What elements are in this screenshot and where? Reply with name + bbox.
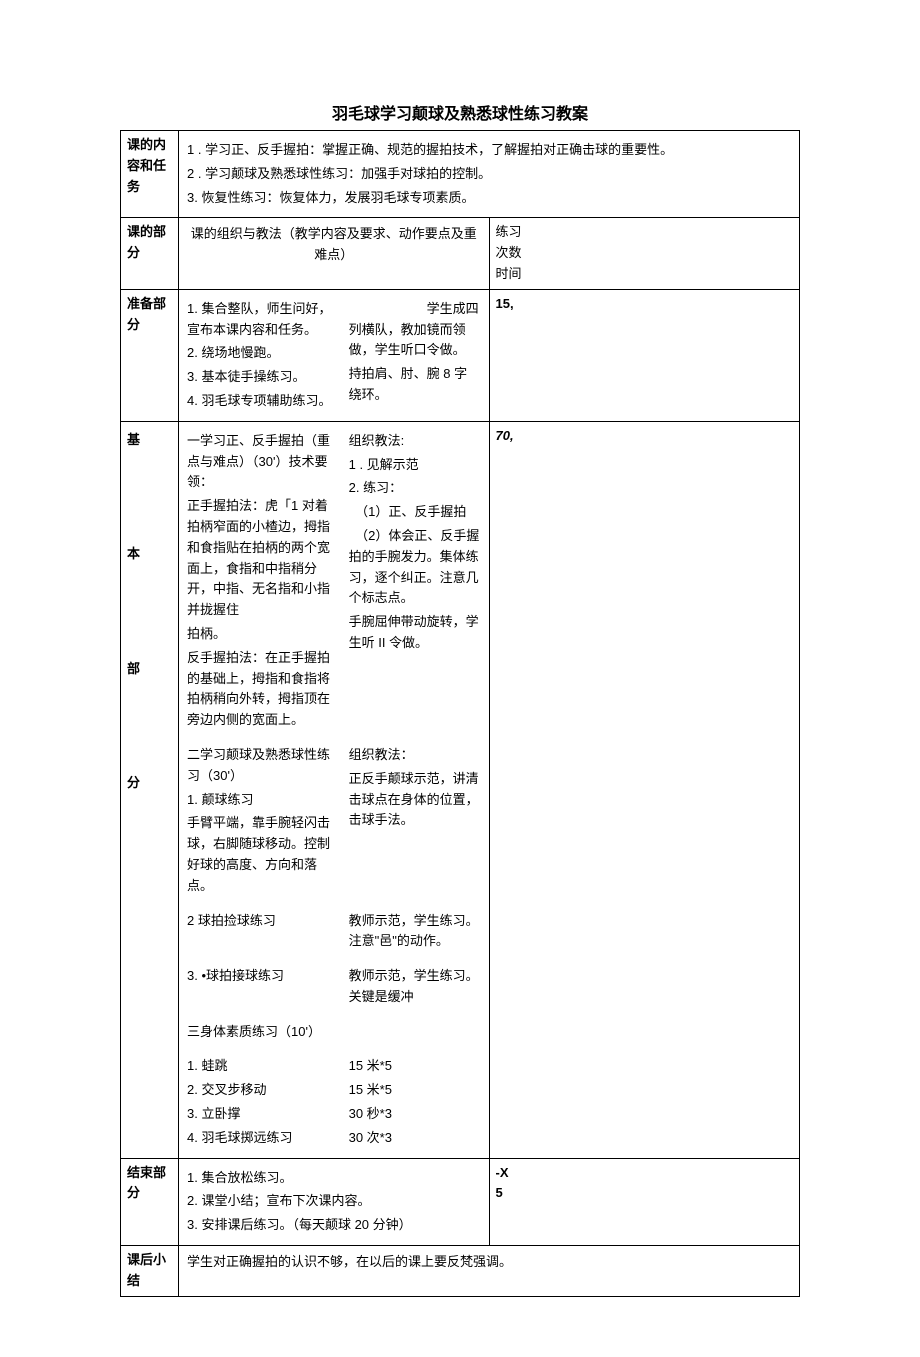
main-b0-l0: 一学习正、反手握拍（重点与难点）（30'）技术要领： [187,431,340,493]
main-b5-r2: 30 秒*3 [349,1104,480,1125]
label-main: 基 本 部 分 [121,421,179,1158]
main-b0-r1: 1 . 见解示范 [349,455,480,476]
main-b1-l0: 二学习颠球及熟悉球性练习（30'） [187,745,340,787]
main-b1-r0: 组织教法： [349,745,480,766]
main-b1-r1: 正反手颠球示范，讲清击球点在身体的位置，击球手法。 [349,769,480,831]
main-b5-r0: 15 米*5 [349,1056,480,1077]
main-b5-l2: 3. 立卧撑 [187,1104,340,1125]
prep-left-2: 2. 绕场地慢跑。 [187,343,340,364]
main-b0-r3: （1）正、反手握拍 [349,502,480,523]
prep-left-3: 3. 基本徒手操练习。 [187,367,340,388]
end-line-2: 2. 课堂小结；宣布下次课内容。 [187,1191,481,1212]
main-b0-r4: （2）体会正、反手握拍的手腕发力。集体练习，逐个纠正。注意几个标志点。 [349,526,480,609]
main-b5-r1: 15 米*5 [349,1080,480,1101]
main-b0-r5: 手腕屈伸带动旋转，学生听 II 令做。 [349,612,480,654]
lesson-table: 课的内容和任务 1 . 学习正、反手握拍：掌握正确、规范的握拍技术，了解握拍对正… [120,130,800,1297]
main-content: 一学习正、反手握拍（重点与难点）（30'）技术要领： 正手握拍法：虎「1 对着拍… [179,421,490,1158]
label-summary: 课后小结 [121,1246,179,1297]
end-time-1: -X [496,1163,794,1184]
header-center: 课的组织与教法（教学内容及要求、动作要点及重难点） [179,218,490,289]
main-b0-r2: 2. 练习： [349,478,480,499]
main-time: 70, [489,421,800,1158]
end-content: 1. 集合放松练习。 2. 课堂小结；宣布下次课内容。 3. 安排课后练习。（每… [179,1158,490,1245]
main-b1-l1: 1. 颠球练习 [187,790,340,811]
main-b3-r0: 教师示范，学生练习。关键是缓冲 [349,966,480,1008]
main-b0-l1: 正手握拍法：虎「1 对着拍柄窄面的小楂边，拇指和食指贴在拍柄的两个宽面上，食指和… [187,496,340,621]
label-part: 课的部分 [121,218,179,289]
prep-time: 15, [489,289,800,421]
task-line-2: 2 . 学习颠球及熟悉球性练习：加强手对球拍的控制。 [187,164,791,185]
task-line-3: 3. 恢复性练习：恢复体力，发展羽毛球专项素质。 [187,188,791,209]
main-b2-l0: 2 球拍捡球练习 [187,911,340,932]
end-line-3: 3. 安排课后练习。（每天颠球 20 分钟） [187,1215,481,1236]
main-b2-r0: 教师示范，学生练习。注意"邑"的动作。 [349,911,480,953]
end-time-2: 5 [496,1183,794,1204]
main-b5-l3: 4. 羽毛球掷远练习 [187,1128,340,1149]
prep-left-1: 1. 集合整队，师生问好，宣布本课内容和任务。 [187,299,340,341]
header-time-2: 次数 [496,243,794,264]
summary-content: 学生对正确握拍的认识不够，在以后的课上要反梵强调。 [179,1246,800,1297]
main-b0-l2: 拍柄。 [187,624,340,645]
prep-left-5: 4. 羽毛球专项辅助练习。 [187,391,340,412]
main-b5-l0: 1. 蛙跳 [187,1056,340,1077]
main-b0-l3: 反手握拍法：在正手握拍的基础上，拇指和食指将拍柄稍向外转，拇指顶在旁边内侧的宽面… [187,648,340,731]
header-time-1: 练习 [496,222,794,243]
document-title: 羽毛球学习颠球及熟悉球性练习教案 [120,100,800,124]
prep-content: 1. 集合整队，师生问好，宣布本课内容和任务。 2. 绕场地慢跑。 3. 基本徒… [179,289,490,421]
main-b5-r3: 30 次*3 [349,1128,480,1149]
task-content: 1 . 学习正、反手握拍：掌握正确、规范的握拍技术，了解握拍对正确击球的重要性。… [179,131,800,218]
label-prep: 准备部分 [121,289,179,421]
label-end: 结束部分 [121,1158,179,1245]
end-time: -X 5 [489,1158,800,1245]
task-line-1: 1 . 学习正、反手握拍：掌握正确、规范的握拍技术，了解握拍对正确击球的重要性。 [187,140,791,161]
main-b5-l1: 2. 交叉步移动 [187,1080,340,1101]
main-b4-l0: 三身体素质练习（10'） [187,1022,340,1043]
main-b3-l0: 3. •球拍接球练习 [187,966,340,987]
main-b1-l2: 手臂平端，靠手腕轻闪击球，右脚随球移动。控制好球的高度、方向和落点。 [187,813,340,896]
main-b0-r0: 组织教法: [349,431,480,452]
prep-right-3: 学生成四列横队，教加镜而领做，学生听口令做。 [349,299,480,361]
end-line-1: 1. 集合放松练习。 [187,1168,481,1189]
header-time-3: 时间 [496,264,794,285]
header-time: 练习 次数 时间 [489,218,800,289]
label-task: 课的内容和任务 [121,131,179,218]
prep-right-4: 持拍肩、肘、腕 8 字绕环。 [349,364,480,406]
